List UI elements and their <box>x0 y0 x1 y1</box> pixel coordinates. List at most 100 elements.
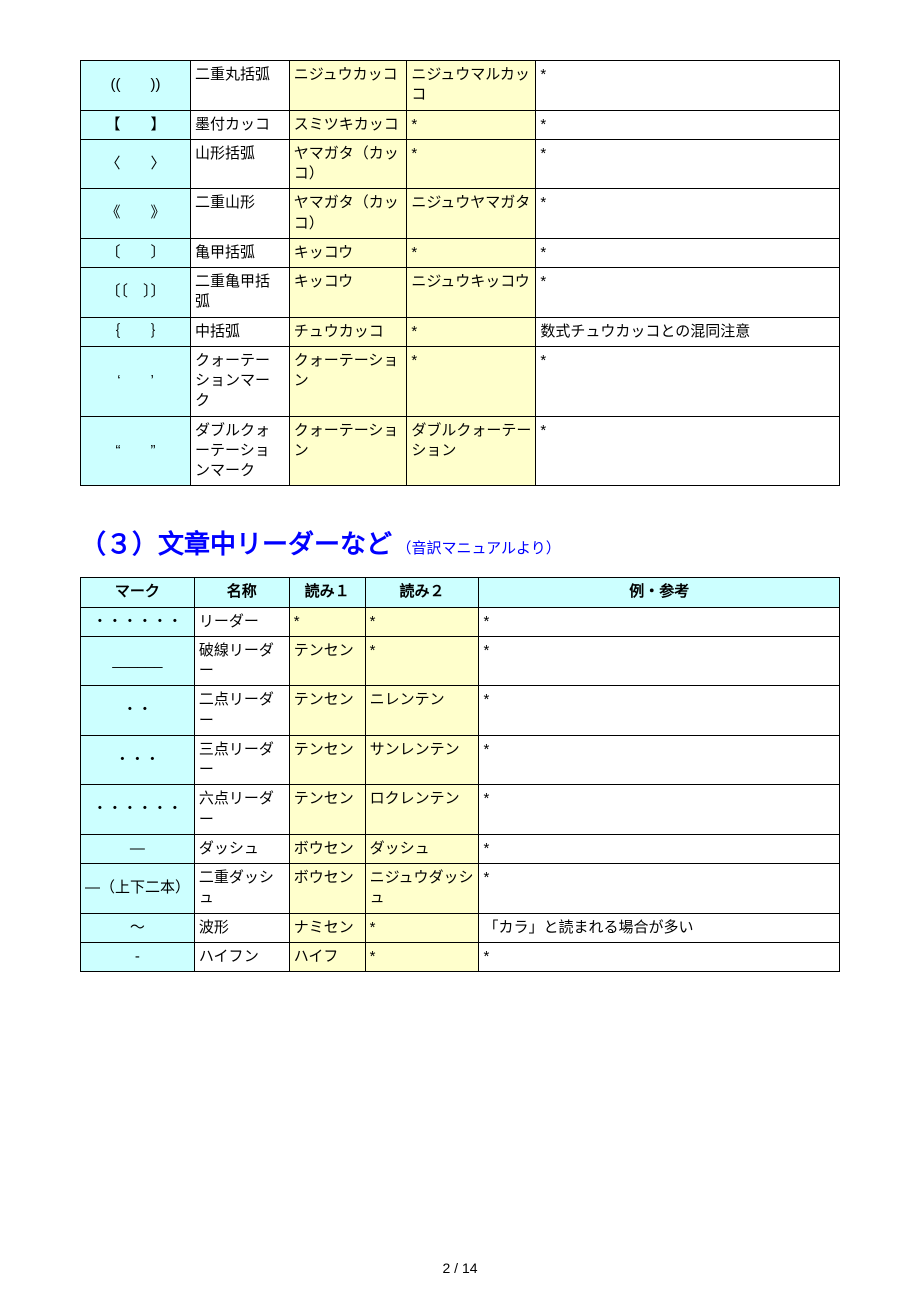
cell-read1: ニジュウカッコ <box>289 61 407 111</box>
table-row: ～ 波形 ナミセン * 「カラ」と読まれる場合が多い <box>81 913 840 942</box>
cell-read1: キッコウ <box>289 238 407 267</box>
cell-read2: ニジュウダッシュ <box>365 864 479 914</box>
table-row: 〔〔 〕〕 二重亀甲括弧 キッコウ ニジュウキッコウ * <box>81 268 840 318</box>
cell-read1: ナミセン <box>289 913 365 942</box>
table-header-row: マーク 名称 読み１ 読み２ 例・参考 <box>81 578 840 607</box>
cell-name: 二重亀甲括弧 <box>191 268 290 318</box>
cell-name: 山形括弧 <box>191 139 290 189</box>
cell-read2: * <box>365 942 479 971</box>
page-number: 2 / 14 <box>0 1260 920 1276</box>
cell-mark: 〔 〕 <box>81 238 191 267</box>
cell-read2: ダッシュ <box>365 834 479 863</box>
section-3-title-sub: （音訳マニュアルより） <box>396 540 560 557</box>
cell-ref: * <box>479 636 840 686</box>
cell-read1: テンセン <box>289 735 365 785</box>
cell-name: 波形 <box>194 913 289 942</box>
cell-name: 二点リーダー <box>194 686 289 736</box>
col-read1: 読み１ <box>289 578 365 607</box>
cell-ref: * <box>536 61 840 111</box>
cell-ref: * <box>479 834 840 863</box>
table-row: ・・ 二点リーダー テンセン ニレンテン * <box>81 686 840 736</box>
cell-read1: テンセン <box>289 636 365 686</box>
cell-read1: * <box>289 607 365 636</box>
cell-mark: ・・・・・・ <box>81 607 195 636</box>
cell-name: 中括弧 <box>191 317 290 346</box>
cell-read1: ヤマガタ（カッコ） <box>289 139 407 189</box>
table-row: ・・・ 三点リーダー テンセン サンレンテン * <box>81 735 840 785</box>
cell-read2: * <box>407 317 536 346</box>
cell-mark: (( )) <box>81 61 191 111</box>
table-row: (( )) 二重丸括弧 ニジュウカッコ ニジュウマルカッコ * <box>81 61 840 111</box>
cell-read2: * <box>365 913 479 942</box>
cell-name: 亀甲括弧 <box>191 238 290 267</box>
cell-mark: - <box>81 942 195 971</box>
cell-ref: 数式チュウカッコとの混同注意 <box>536 317 840 346</box>
table-row: 《 》 二重山形 ヤマガタ（カッコ） ニジュウヤマガタ * <box>81 189 840 239</box>
cell-read1: ボウセン <box>289 864 365 914</box>
cell-ref: * <box>536 110 840 139</box>
cell-read2: * <box>365 636 479 686</box>
cell-mark: ______ <box>81 636 195 686</box>
cell-mark: 【 】 <box>81 110 191 139</box>
cell-read2: * <box>407 346 536 416</box>
cell-ref: * <box>479 735 840 785</box>
table-row: ・・・・・・ 六点リーダー テンセン ロクレンテン * <box>81 785 840 835</box>
cell-name: リーダー <box>194 607 289 636</box>
cell-ref: * <box>536 189 840 239</box>
cell-read2: * <box>407 110 536 139</box>
cell-read1: スミツキカッコ <box>289 110 407 139</box>
table-row: ・・・・・・ リーダー * * * <box>81 607 840 636</box>
cell-mark: “ ” <box>81 416 191 486</box>
cell-mark: ・・・・・・ <box>81 785 195 835</box>
cell-read2: サンレンテン <box>365 735 479 785</box>
section-3-title-main: （３）文章中リーダーなど <box>80 529 392 559</box>
table-row: ｛ ｝ 中括弧 チュウカッコ * 数式チュウカッコとの混同注意 <box>81 317 840 346</box>
cell-ref: * <box>479 785 840 835</box>
cell-read2: ニジュウマルカッコ <box>407 61 536 111</box>
cell-read1: テンセン <box>289 785 365 835</box>
cell-name: ハイフン <box>194 942 289 971</box>
cell-read2: ニジュウヤマガタ <box>407 189 536 239</box>
cell-read2: ニジュウキッコウ <box>407 268 536 318</box>
cell-mark: ‘ ’ <box>81 346 191 416</box>
cell-ref: * <box>536 139 840 189</box>
brackets-tbody: (( )) 二重丸括弧 ニジュウカッコ ニジュウマルカッコ * 【 】 墨付カッ… <box>81 61 840 486</box>
cell-ref: * <box>479 607 840 636</box>
leaders-table: マーク 名称 読み１ 読み２ 例・参考 ・・・・・・ リーダー * * * __… <box>80 577 840 972</box>
cell-ref: * <box>479 942 840 971</box>
table-row: ‘ ’ クォーテーションマーク クォーテーション * * <box>81 346 840 416</box>
cell-mark: ― <box>81 834 195 863</box>
cell-mark: 〈 〉 <box>81 139 191 189</box>
cell-read1: クォーテーション <box>289 346 407 416</box>
cell-name: 二重ダッシュ <box>194 864 289 914</box>
cell-mark: 〔〔 〕〕 <box>81 268 191 318</box>
cell-name: ダッシュ <box>194 834 289 863</box>
cell-read2: ロクレンテン <box>365 785 479 835</box>
cell-mark: ～ <box>81 913 195 942</box>
cell-name: クォーテーションマーク <box>191 346 290 416</box>
leaders-tbody: ・・・・・・ リーダー * * * ______ 破線リーダー テンセン * *… <box>81 607 840 972</box>
table-row: - ハイフン ハイフ * * <box>81 942 840 971</box>
cell-read2: * <box>407 238 536 267</box>
table-row: 〔 〕 亀甲括弧 キッコウ * * <box>81 238 840 267</box>
cell-ref: * <box>536 238 840 267</box>
page: (( )) 二重丸括弧 ニジュウカッコ ニジュウマルカッコ * 【 】 墨付カッ… <box>0 0 920 1302</box>
cell-read1: ボウセン <box>289 834 365 863</box>
cell-read1: チュウカッコ <box>289 317 407 346</box>
cell-mark: 《 》 <box>81 189 191 239</box>
cell-read1: ハイフ <box>289 942 365 971</box>
col-ref: 例・参考 <box>479 578 840 607</box>
cell-ref: * <box>536 268 840 318</box>
cell-mark: ・・ <box>81 686 195 736</box>
brackets-table: (( )) 二重丸括弧 ニジュウカッコ ニジュウマルカッコ * 【 】 墨付カッ… <box>80 60 840 486</box>
cell-read2: ニレンテン <box>365 686 479 736</box>
cell-read2: * <box>365 607 479 636</box>
table-row: ― ダッシュ ボウセン ダッシュ * <box>81 834 840 863</box>
cell-read1: キッコウ <box>289 268 407 318</box>
cell-ref: * <box>479 686 840 736</box>
section-3-title: （３）文章中リーダーなど （音訳マニュアルより） <box>80 524 840 561</box>
table-row: 〈 〉 山形括弧 ヤマガタ（カッコ） * * <box>81 139 840 189</box>
cell-name: 二重山形 <box>191 189 290 239</box>
table-row: 【 】 墨付カッコ スミツキカッコ * * <box>81 110 840 139</box>
cell-ref: * <box>536 416 840 486</box>
